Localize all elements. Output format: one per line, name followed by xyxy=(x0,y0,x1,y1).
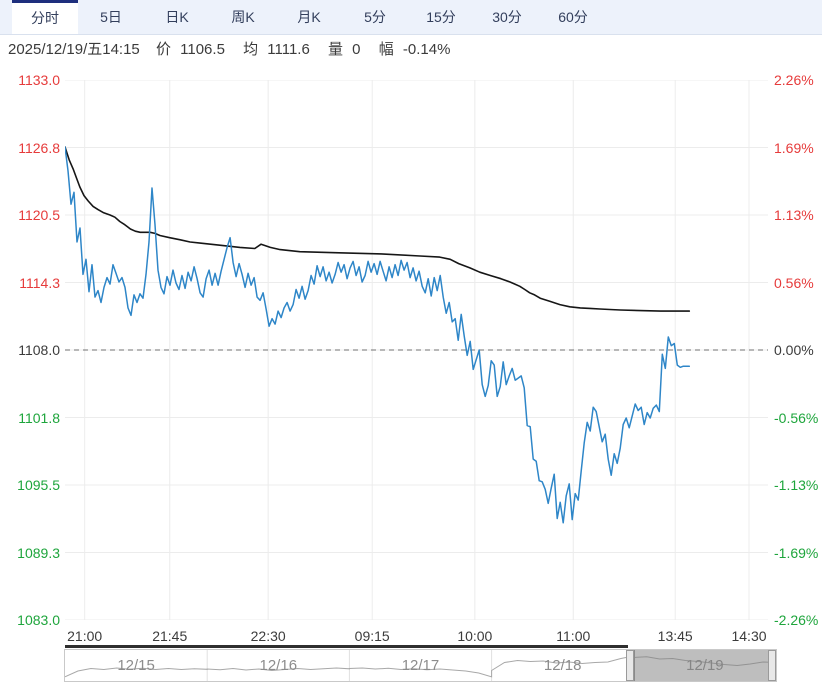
y-axis-right-label: -1.13% xyxy=(774,477,819,493)
tab-daily-k[interactable]: 日K xyxy=(165,9,189,25)
navigator-handle-left[interactable] xyxy=(625,650,634,681)
x-axis-label: 11:00 xyxy=(556,628,591,644)
price-label: 价 xyxy=(155,41,171,58)
quote-info-bar: 2025/12/19/五14:15 价 1106.5 均 1111.6 量 0 … xyxy=(8,38,452,62)
navigator-handle-right[interactable] xyxy=(768,650,776,681)
price-chart-svg xyxy=(65,80,768,620)
volume-label: 量 xyxy=(327,41,343,58)
y-axis-left-label: 1083.0 xyxy=(17,612,60,628)
x-axis-label: 10:00 xyxy=(457,628,493,644)
tab-5day[interactable]: 5日 xyxy=(100,9,122,25)
y-axis-left-label: 1101.8 xyxy=(18,409,60,426)
tab-monthly-k[interactable]: 月K xyxy=(297,9,321,25)
tab-5min[interactable]: 5分 xyxy=(364,9,386,25)
y-axis-left-label: 1126.8 xyxy=(18,139,60,156)
y-axis-left-label: 1095.5 xyxy=(17,477,60,493)
change-label: 幅 xyxy=(378,41,394,58)
y-axis-right-label: -0.56% xyxy=(774,409,819,426)
tab-15min[interactable]: 15分 xyxy=(426,9,456,25)
y-axis-right-label: 0.00% xyxy=(774,342,814,358)
y-axis-left-label: 1114.3 xyxy=(19,274,60,291)
y-axis-left-label: 1120.5 xyxy=(18,207,60,223)
x-axis-label: 13:45 xyxy=(657,628,693,644)
average-line xyxy=(65,146,691,312)
y-axis-left-label: 1108.0 xyxy=(18,342,60,358)
navigator-top-line xyxy=(65,645,628,648)
navigator-day-label[interactable]: 12/15 xyxy=(117,657,155,674)
volume-value: 0 xyxy=(352,41,361,58)
y-axis-right-label: -1.69% xyxy=(774,544,819,561)
navigator-day-label[interactable]: 12/18 xyxy=(543,657,582,674)
change-value: -0.14% xyxy=(402,41,451,58)
average-label: 均 xyxy=(243,41,259,58)
x-axis-label: 14:30 xyxy=(731,628,767,644)
quote-datetime: 2025/12/19/五14:15 xyxy=(8,41,140,58)
y-axis-right-label: 1.69% xyxy=(774,139,814,156)
x-axis-label: 21:00 xyxy=(67,628,103,644)
navigator-selection[interactable] xyxy=(633,650,776,681)
chart-plot-area[interactable] xyxy=(65,80,768,620)
price-value: 1106.5 xyxy=(180,41,225,58)
y-axis-left-label: 1133.0 xyxy=(18,72,60,88)
y-axis-right-label: 2.26% xyxy=(774,72,814,88)
price-line xyxy=(65,146,691,524)
x-axis-label: 21:45 xyxy=(152,628,188,644)
tab-30min[interactable]: 30分 xyxy=(492,9,522,25)
tab-60min[interactable]: 60分 xyxy=(558,9,588,25)
navigator-day-label[interactable]: 12/16 xyxy=(259,657,298,674)
x-axis-label: 09:15 xyxy=(354,628,390,644)
tab-minute[interactable]: 分时 xyxy=(12,0,78,34)
y-axis-right-label: 1.13% xyxy=(774,207,814,223)
tab-weekly-k[interactable]: 周K xyxy=(231,9,255,25)
average-value: 1111.6 xyxy=(267,41,310,58)
y-axis-left-label: 1089.3 xyxy=(17,544,60,561)
y-axis-right-label: -2.26% xyxy=(774,612,819,628)
x-axis-label: 22:30 xyxy=(250,628,286,644)
y-axis-right-label: 0.56% xyxy=(774,274,814,291)
navigator-day-label[interactable]: 12/17 xyxy=(401,657,440,674)
period-tab-bar: 分时 5日 日K 周K 月K 5分 15分 30分 60分 xyxy=(0,0,822,35)
